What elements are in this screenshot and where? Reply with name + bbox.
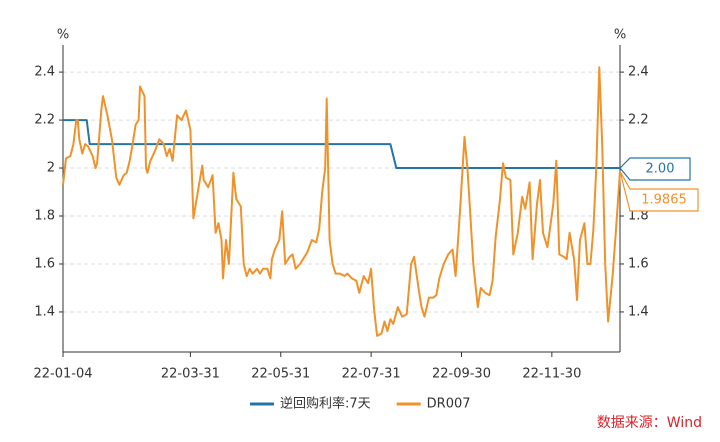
- callout-box: [619, 170, 699, 212]
- legend-label: DR007: [427, 397, 471, 412]
- y-tick-label: 2.2: [34, 113, 55, 128]
- y-tick-label: 2: [47, 161, 55, 176]
- y-tick-label: 2.4: [34, 65, 55, 80]
- x-tick-label: 22-07-31: [342, 367, 401, 382]
- x-tick-label: 22-03-31: [161, 367, 220, 382]
- y-tick-label: 1.6: [34, 256, 55, 271]
- source: 数据来源：Wind: [597, 415, 702, 431]
- y2-tick-label: 2.4: [628, 65, 649, 80]
- x-tick-label: 22-01-04: [33, 367, 92, 382]
- legend-label: 逆回购利率:7天: [280, 396, 371, 412]
- y-tick-label: 1.4: [34, 304, 55, 319]
- x-tick-label: 22-05-31: [251, 367, 310, 382]
- x-tick-label: 22-09-30: [432, 367, 491, 382]
- callout-box: [619, 157, 691, 181]
- x-tick-label: 22-11-30: [522, 367, 581, 382]
- series-line: [62, 66, 621, 337]
- y2-tick-label: 2.2: [628, 113, 649, 128]
- y2-tick-label: 1.6: [628, 256, 649, 271]
- callout-label: 1.9865: [641, 193, 687, 208]
- y-tick-label: 1.8: [34, 209, 55, 224]
- y-unit: %: [57, 28, 69, 43]
- y2-tick-label: 1.8: [628, 209, 649, 224]
- series-line: [63, 119, 620, 169]
- callout-label: 2.00: [646, 162, 675, 177]
- y2-unit: %: [614, 28, 626, 43]
- y2-tick-label: 1.4: [628, 304, 649, 319]
